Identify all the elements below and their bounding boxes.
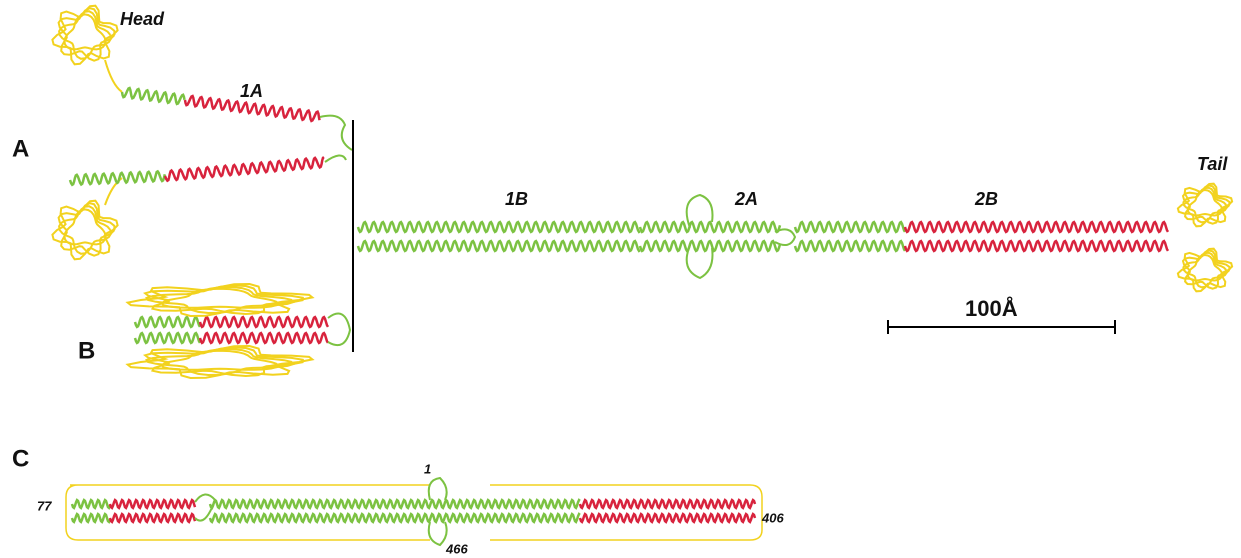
helix <box>72 514 110 522</box>
linker <box>105 60 122 92</box>
helix <box>200 333 328 343</box>
panel-label: B <box>78 337 95 364</box>
panel-label: A <box>12 135 29 162</box>
linker <box>325 155 346 162</box>
linker <box>328 314 350 346</box>
helix <box>70 171 165 184</box>
helix <box>905 241 1168 251</box>
stutter <box>775 229 795 245</box>
helix <box>122 88 185 104</box>
linker <box>320 116 352 150</box>
helix <box>580 500 755 508</box>
helix <box>640 241 780 251</box>
segment-label: 1A <box>240 81 263 101</box>
helix <box>135 317 200 327</box>
linker-2a <box>687 195 713 278</box>
helix <box>905 222 1168 232</box>
helix <box>110 500 195 508</box>
residue-label: 466 <box>445 541 468 556</box>
segment-label: 1B <box>505 189 528 209</box>
helix <box>210 500 580 508</box>
helix <box>135 333 200 343</box>
helix <box>200 317 328 327</box>
linker <box>195 478 447 545</box>
helix <box>165 157 324 181</box>
helix <box>110 514 195 522</box>
head-domain <box>59 203 115 256</box>
helix <box>358 241 640 251</box>
helix <box>580 514 755 522</box>
segment-label: 2A <box>734 189 758 209</box>
residue-label: 1 <box>424 461 431 476</box>
head-domain <box>59 8 115 61</box>
segment-label: 2B <box>974 189 998 209</box>
helix <box>358 222 640 232</box>
figure: Head 1A 1B 2A 2B Tail 100Å A B C 1 77 40… <box>0 0 1241 558</box>
residue-label: 406 <box>761 510 784 525</box>
helix <box>210 514 580 522</box>
tail-label: Tail <box>1197 154 1228 174</box>
head-label: Head <box>120 9 165 29</box>
helix <box>795 241 905 251</box>
panel-label: C <box>12 445 29 472</box>
helix <box>795 222 905 232</box>
scale-label: 100Å <box>965 295 1018 321</box>
artwork <box>52 6 1232 545</box>
residue-label: 77 <box>37 498 52 513</box>
helix <box>72 500 110 508</box>
helix <box>640 222 780 232</box>
